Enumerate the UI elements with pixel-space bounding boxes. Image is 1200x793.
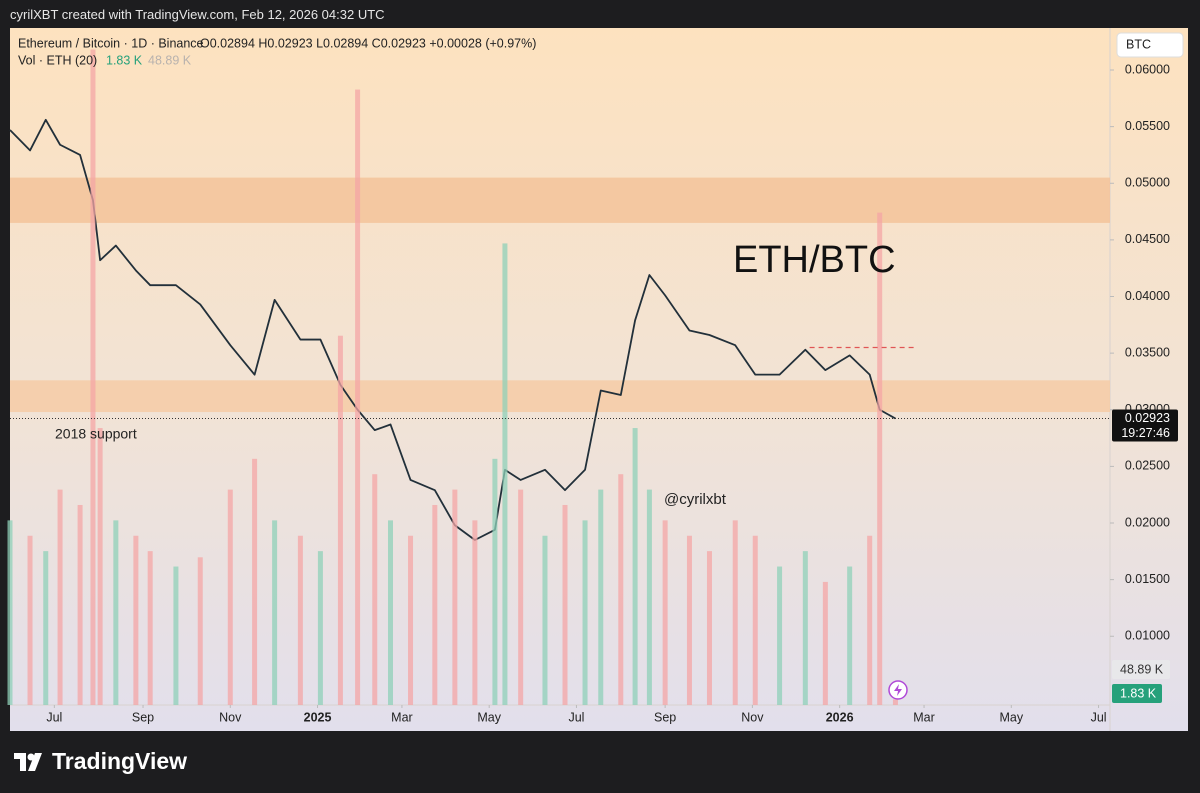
volume-bar <box>472 520 478 705</box>
last-price-badge <box>1112 409 1178 442</box>
volume-bar <box>867 535 873 705</box>
volume-bar <box>432 504 438 705</box>
x-tick-label: Jul <box>1091 710 1107 724</box>
x-tick-label: May <box>999 710 1023 724</box>
volume-legend: Vol · ETH (20) <box>18 53 97 67</box>
volume-bar <box>133 535 139 705</box>
x-tick-label: Mar <box>913 710 935 724</box>
currency-label[interactable]: BTC <box>1126 37 1151 51</box>
volume-bar <box>227 489 233 705</box>
y-tick-label: 0.02000 <box>1125 515 1170 529</box>
y-tick-label: 0.06000 <box>1125 62 1170 76</box>
volume-bar <box>27 535 33 705</box>
y-tick-label: 0.05500 <box>1125 119 1170 133</box>
volume-bar <box>43 551 49 705</box>
volume-value: 1.83 K <box>106 53 143 67</box>
credit: cyrilXBT created with TradingView.com, F… <box>10 7 385 22</box>
footer-logo: TradingView <box>14 748 187 775</box>
currency-button[interactable] <box>1116 32 1184 58</box>
x-tick-label: 2025 <box>304 710 332 724</box>
volume-bar <box>90 49 96 706</box>
symbol-title: Ethereum / Bitcoin · 1D · Binance <box>18 36 204 50</box>
volume-ma-badge-text: 48.89 K <box>1120 662 1164 676</box>
volume-bar <box>173 566 179 705</box>
volume-bar <box>777 566 783 705</box>
volume-bar <box>822 581 828 705</box>
volume-bar <box>387 520 393 705</box>
volume-bar <box>297 535 303 705</box>
logo-icon <box>14 752 42 771</box>
x-tick-label: Jul <box>568 710 584 724</box>
volume-bar <box>662 520 668 705</box>
volume-bar <box>197 557 203 705</box>
volume-bar <box>337 335 343 705</box>
volume-ma-badge <box>1112 660 1170 679</box>
volume-bar <box>408 535 414 705</box>
x-tick-label: Nov <box>219 710 242 724</box>
volume-bar <box>877 212 883 706</box>
volume-badge <box>1112 684 1162 703</box>
x-tick-label: Jul <box>46 710 62 724</box>
ohlc: O0.02894 H0.02923 L0.02894 C0.02923 +0.0… <box>200 36 536 50</box>
y-tick-label: 0.05000 <box>1125 176 1170 190</box>
volume-bar <box>892 699 898 705</box>
zone <box>10 177 1110 223</box>
volume-bar <box>542 535 548 705</box>
brand: TradingView <box>52 748 188 774</box>
volume-bar <box>57 489 63 705</box>
plot-area <box>7 49 1110 706</box>
volume-bar <box>632 428 638 705</box>
volume-bar <box>355 89 361 705</box>
annotation-handle: @cyrilxbt <box>664 491 727 508</box>
y-tick-label: 0.01000 <box>1125 629 1170 643</box>
volume-bar <box>518 489 524 705</box>
axes: 0.06000 0.05500 0.05000 0.04500 0.04000 0.035… <box>46 62 1178 724</box>
annotation-support: 2018 support <box>55 426 137 442</box>
volume-bar <box>252 458 258 705</box>
volume-bar <box>97 428 103 705</box>
volume-bar <box>77 504 83 705</box>
volume-bar <box>272 520 278 705</box>
volume-bar <box>502 243 508 705</box>
x-tick-label: Mar <box>391 710 413 724</box>
countdown: 19:27:46 <box>1121 426 1170 440</box>
volume-bar <box>802 551 808 705</box>
volume-bar <box>113 520 119 705</box>
volume-bar <box>598 489 604 705</box>
y-tick-label: 0.03500 <box>1125 345 1170 359</box>
x-tick-label: Sep <box>654 710 676 724</box>
x-tick-label: Nov <box>741 710 764 724</box>
volume-bar <box>7 520 13 705</box>
volume-bar <box>646 489 652 705</box>
volume-bar <box>752 535 758 705</box>
zone <box>10 380 1110 413</box>
y-tick-label: 0.04500 <box>1125 232 1170 246</box>
volume-bar <box>582 520 588 705</box>
volume-bar <box>706 551 712 705</box>
y-tick-label: 0.04000 <box>1125 289 1170 303</box>
volume-bar <box>372 474 378 705</box>
annotation-title: ETH/BTC <box>733 239 896 281</box>
volume-bar <box>686 535 692 705</box>
volume-bar <box>732 520 738 705</box>
volume-badge-text: 1.83 K <box>1120 686 1157 700</box>
volume-bar <box>492 458 498 705</box>
x-tick-label: Sep <box>132 710 154 724</box>
last-price-label: 0.02923 <box>1125 411 1170 425</box>
y-tick-label: 0.02500 <box>1125 459 1170 473</box>
volume-ma: 48.89 K <box>148 53 192 67</box>
volume-bar <box>317 551 323 705</box>
x-tick-label: May <box>477 710 501 724</box>
alert-bolt <box>894 684 902 696</box>
volume-bar <box>147 551 153 705</box>
x-tick-label: 2026 <box>826 710 854 724</box>
volume-bar <box>562 504 568 705</box>
volume-bar <box>847 566 853 705</box>
volume-bar <box>618 474 624 705</box>
y-tick-label: 0.01500 <box>1125 572 1170 586</box>
volume-bar <box>452 489 458 705</box>
